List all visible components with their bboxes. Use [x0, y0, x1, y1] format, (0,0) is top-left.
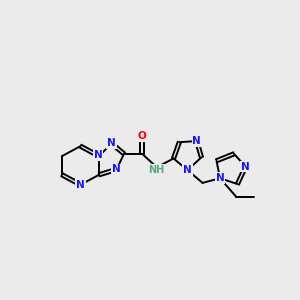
Text: NH: NH: [148, 165, 164, 175]
Text: N: N: [183, 165, 192, 175]
Text: N: N: [94, 150, 102, 160]
Text: N: N: [76, 180, 85, 190]
Text: N: N: [112, 164, 121, 174]
Text: N: N: [107, 138, 116, 148]
Text: N: N: [216, 173, 224, 183]
Text: O: O: [138, 131, 146, 141]
Text: N: N: [192, 136, 201, 146]
Text: N: N: [241, 162, 250, 172]
